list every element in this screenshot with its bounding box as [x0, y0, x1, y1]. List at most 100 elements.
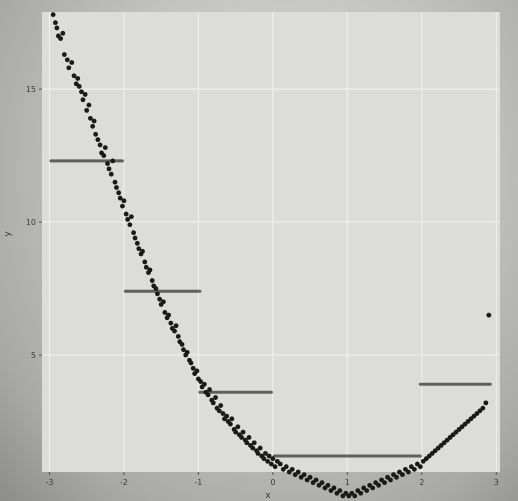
data-point [173, 323, 179, 329]
x-tick-label: -1 [194, 478, 202, 487]
data-point [235, 424, 241, 430]
data-point [66, 65, 72, 71]
data-point [123, 211, 129, 217]
data-point [307, 474, 313, 480]
data-point [483, 400, 489, 406]
data-point [255, 450, 261, 456]
data-point [382, 480, 387, 486]
data-point [406, 469, 411, 475]
data-point [179, 341, 185, 347]
data-point [136, 246, 142, 252]
data-point [394, 474, 399, 480]
data-point [120, 203, 125, 209]
data-point [160, 299, 166, 305]
data-point [207, 387, 212, 392]
x-tick-label: 3 [494, 478, 499, 487]
data-point [128, 214, 134, 220]
data-point [301, 472, 307, 478]
data-point [246, 435, 252, 440]
data-point [283, 464, 289, 470]
data-point [358, 490, 364, 496]
plot-panel [42, 12, 500, 472]
data-point [194, 368, 200, 374]
data-point [244, 440, 250, 446]
data-point [263, 450, 268, 456]
data-point [114, 185, 119, 190]
data-point [105, 161, 110, 166]
data-point [53, 20, 58, 26]
data-point [91, 118, 97, 124]
data-point [376, 482, 382, 488]
data-point [268, 461, 274, 467]
data-point [153, 286, 159, 291]
data-point [239, 435, 244, 440]
data-point [295, 469, 301, 475]
data-point [121, 198, 127, 204]
data-point [201, 381, 207, 387]
data-point [60, 30, 66, 36]
data-point [143, 264, 149, 270]
data-point [289, 466, 295, 472]
data-point [220, 411, 226, 416]
data-point [127, 222, 133, 228]
data-point [90, 123, 96, 129]
data-point [97, 142, 103, 148]
data-point [257, 445, 263, 451]
x-tick-label: 0 [270, 478, 275, 487]
data-point [117, 195, 123, 201]
data-point [233, 429, 239, 435]
data-point [190, 365, 196, 371]
data-point [228, 421, 233, 427]
data-point [80, 97, 86, 103]
data-point [213, 395, 218, 400]
data-point [261, 456, 267, 462]
data-point [486, 312, 492, 318]
data-point [131, 230, 137, 236]
data-point [54, 25, 60, 31]
data-point [112, 179, 118, 185]
x-axis: -3 -2 -1 0 1 2 3 [45, 472, 499, 487]
data-point [229, 416, 235, 422]
data-point [400, 472, 405, 478]
data-point [216, 408, 222, 414]
x-tick-label: 1 [345, 478, 350, 487]
data-point [166, 312, 172, 318]
data-point [88, 115, 93, 121]
data-point [172, 328, 177, 334]
data-point [265, 458, 271, 464]
data-point [388, 477, 393, 483]
data-point [58, 36, 64, 41]
data-point [251, 440, 257, 446]
data-point [266, 453, 272, 459]
data-point [240, 429, 246, 435]
y-tick-label: 15 [26, 85, 36, 94]
y-axis: 5 10 15 [26, 85, 42, 360]
data-point [417, 464, 423, 470]
data-point [331, 485, 337, 491]
data-point [370, 485, 376, 491]
data-point [93, 131, 99, 137]
grid [42, 12, 500, 472]
data-point [61, 52, 67, 57]
data-point [101, 153, 107, 158]
data-point [79, 89, 84, 95]
data-point [76, 84, 82, 89]
data-point [162, 310, 168, 315]
data-point [108, 171, 114, 177]
data-point [184, 349, 190, 355]
data-point [250, 445, 256, 451]
data-point [325, 482, 331, 488]
data-point [224, 413, 230, 419]
x-tick-label: 2 [419, 478, 424, 487]
data-point [110, 158, 116, 164]
data-point [142, 259, 148, 265]
y-tick-label: 5 [31, 351, 36, 360]
data-point [116, 190, 122, 196]
data-point [210, 400, 216, 406]
data-point [270, 456, 276, 462]
data-point [411, 466, 417, 472]
data-point [313, 477, 319, 483]
data-point [132, 235, 138, 241]
data-points [50, 12, 492, 499]
